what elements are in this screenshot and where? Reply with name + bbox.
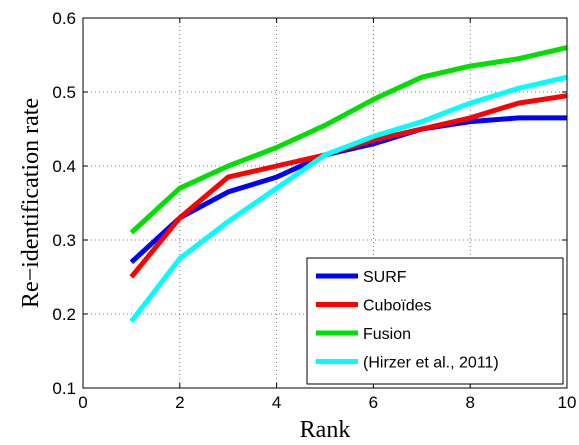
x-tick-label: 0 <box>78 393 87 412</box>
y-axis-title: Re−identification rate <box>18 98 44 308</box>
x-tick-label: 6 <box>369 393 378 412</box>
series-line-fusion <box>129 45 568 235</box>
legend-label: Cuboïdes <box>363 298 432 315</box>
series-line-cubo-des <box>129 93 568 279</box>
y-tick-label: 0.1 <box>52 379 76 398</box>
plot-area-frame <box>82 17 568 389</box>
y-tick-label: 0.2 <box>52 305 76 324</box>
x-tick-label: 10 <box>558 393 577 412</box>
legend-label: (Hirzer et al., 2011) <box>363 355 499 372</box>
x-tick-label: 4 <box>272 393 281 412</box>
y-tick-label: 0.6 <box>52 9 76 28</box>
axis-ticks: 0 2 4 6 8 10 0.1 0.2 0.3 0.4 0.5 0.6 <box>52 9 576 412</box>
x-tick-label: 8 <box>465 393 474 412</box>
y-tick-label: 0.5 <box>52 83 76 102</box>
legend: SURF Cuboïdes Fusion (Hirzer et al., 2011) <box>306 257 564 385</box>
y-tick-label: 0.3 <box>52 231 76 250</box>
y-tick-label: 0.4 <box>52 157 76 176</box>
legend-label: Fusion <box>363 326 411 343</box>
series-lines <box>129 45 568 323</box>
x-tick-label: 2 <box>175 393 184 412</box>
legend-label: SURF <box>363 269 407 286</box>
x-axis-title: Rank <box>300 417 351 443</box>
series-line-hirzer-et-al-2011 <box>129 74 568 323</box>
series-line-surf <box>129 115 567 265</box>
